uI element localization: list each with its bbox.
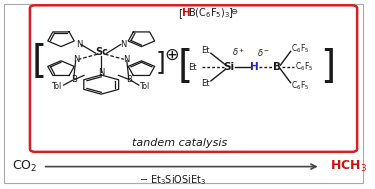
Text: C$_6$F$_5$: C$_6$F$_5$ — [295, 61, 314, 73]
Text: ]: ] — [320, 48, 336, 86]
Text: Si: Si — [224, 62, 235, 72]
Text: [: [ — [178, 8, 182, 18]
Text: $-$ Et$_3$SiOSiEt$_3$: $-$ Et$_3$SiOSiEt$_3$ — [139, 174, 206, 187]
Text: N: N — [76, 40, 82, 49]
Text: CO$_2$: CO$_2$ — [12, 159, 37, 174]
Text: [: [ — [178, 48, 193, 86]
Text: B: B — [273, 62, 281, 72]
Text: $\delta^-$: $\delta^-$ — [257, 47, 270, 58]
Text: [: [ — [32, 43, 47, 81]
Text: Et: Et — [188, 63, 196, 72]
Text: B(C$_6$F$_5$)$_3$]: B(C$_6$F$_5$)$_3$] — [188, 6, 234, 20]
Text: B: B — [126, 74, 132, 84]
Text: H: H — [182, 8, 191, 18]
Text: ]$^{\oplus}$: ]$^{\oplus}$ — [154, 47, 180, 76]
Text: C$_6$F$_5$: C$_6$F$_5$ — [291, 79, 310, 92]
Text: HCH$_3$: HCH$_3$ — [330, 159, 367, 174]
Text: N: N — [98, 68, 104, 77]
Text: Et: Et — [201, 46, 210, 55]
Text: Tol: Tol — [52, 82, 63, 91]
Text: C$_6$F$_5$: C$_6$F$_5$ — [291, 42, 310, 55]
Text: B: B — [71, 74, 77, 84]
Text: $\delta^+$: $\delta^+$ — [232, 46, 245, 58]
Text: Sc: Sc — [95, 47, 108, 57]
Text: N: N — [120, 40, 126, 49]
Text: Et: Et — [201, 79, 210, 88]
Text: H: H — [251, 62, 259, 72]
Text: Tol: Tol — [140, 82, 150, 91]
Text: $\ominus$: $\ominus$ — [230, 7, 238, 16]
Text: N: N — [73, 55, 80, 64]
Text: N: N — [123, 55, 129, 64]
Text: tandem catalysis: tandem catalysis — [132, 138, 228, 148]
